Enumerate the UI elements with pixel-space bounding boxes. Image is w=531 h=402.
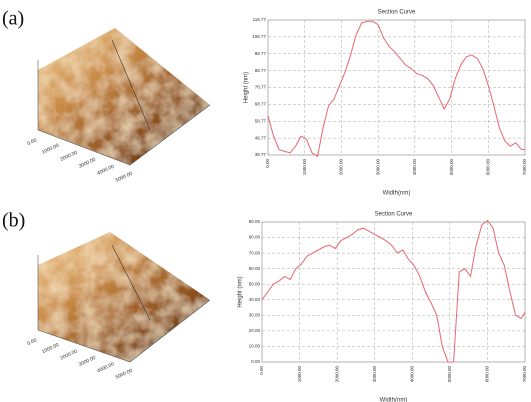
afm-axis-label: 3000.00 [78,355,97,368]
afm-axis-label: 3000.00 [78,157,97,170]
x-tick-label: 1000.00 [297,366,302,383]
x-tick-label: 2000.00 [339,159,344,176]
x-tick-label: 7000.00 [522,366,527,383]
afm-axis-label: 0.00 [26,337,38,347]
afm-axis-label: 2000.00 [59,150,78,163]
y-tick-label: 118.77 [253,17,267,22]
x-tick-label: 6000.00 [485,159,490,176]
x-tick-label: 3000.00 [375,159,380,176]
x-tick-label: 5000.00 [447,366,452,383]
section-curve [262,220,525,362]
afm-axis-label: 4000.00 [96,164,115,177]
chart-title: Section Curve [375,212,413,218]
afm-axis-label: 0.00 [26,137,38,147]
y-tick-label: 68.77 [255,102,267,107]
plot-area [262,222,525,362]
x-tick-label: 3000.00 [372,366,377,383]
afm-axis-label: 5000.00 [115,368,134,381]
x-tick-label: 0.00 [265,159,270,168]
y-tick-label: 88.77 [255,68,267,73]
x-tick-label: 7000.00 [522,159,527,176]
y-tick-label: 50.00 [249,281,261,286]
y-axis-label: Height (nm) [244,72,250,103]
y-tick-label: 70.00 [249,250,261,255]
y-tick-label: 38.77 [255,152,267,157]
x-tick-label: 1000.00 [302,159,307,176]
afm-image [38,232,210,362]
afm-axis-label: 1000.00 [41,342,60,355]
chart-title: Section Curve [378,10,416,16]
panel-label: (b) [2,210,25,232]
y-tick-label: 60.00 [249,266,261,271]
afm-axis-label: 2000.00 [59,348,78,361]
y-tick-label: 80.00 [249,235,261,240]
y-tick-label: 98.77 [255,51,267,56]
x-tick-label: 6000.00 [485,366,490,383]
y-tick-label: 90.00 [249,219,261,224]
afm-axis-label: 1000.00 [41,143,60,156]
panel-label: (a) [2,8,24,30]
x-tick-label: 4000.00 [409,366,414,383]
x-axis-label: Width(nm) [380,398,408,402]
x-tick-label: 5000.00 [449,159,454,176]
y-tick-label: 48.77 [255,135,267,140]
x-tick-label: 2000.00 [334,366,339,383]
figure: (a) (b) 0.000.001000.001000.002000.00200… [0,0,531,402]
y-tick-label: 0.00 [251,359,260,364]
y-tick-label: 58.77 [255,118,267,123]
y-tick-label: 20.00 [249,328,261,333]
x-tick-label: 4000.00 [412,159,417,176]
afm-image [38,28,210,165]
section-curve [268,21,525,156]
y-tick-label: 108.77 [252,34,266,39]
x-axis-label: Width(nm) [383,191,411,197]
y-axis-label: Height (nm) [238,276,244,307]
x-tick-label: 0.00 [259,366,264,375]
y-tick-label: 30.00 [249,313,261,318]
plot-area [268,20,525,155]
y-tick-label: 78.77 [255,85,267,90]
afm-axis-label: 5000.00 [115,171,134,184]
y-tick-label: 40.00 [249,297,261,302]
afm-axis-label: 4000.00 [96,361,115,374]
y-tick-label: 10.00 [249,344,261,349]
